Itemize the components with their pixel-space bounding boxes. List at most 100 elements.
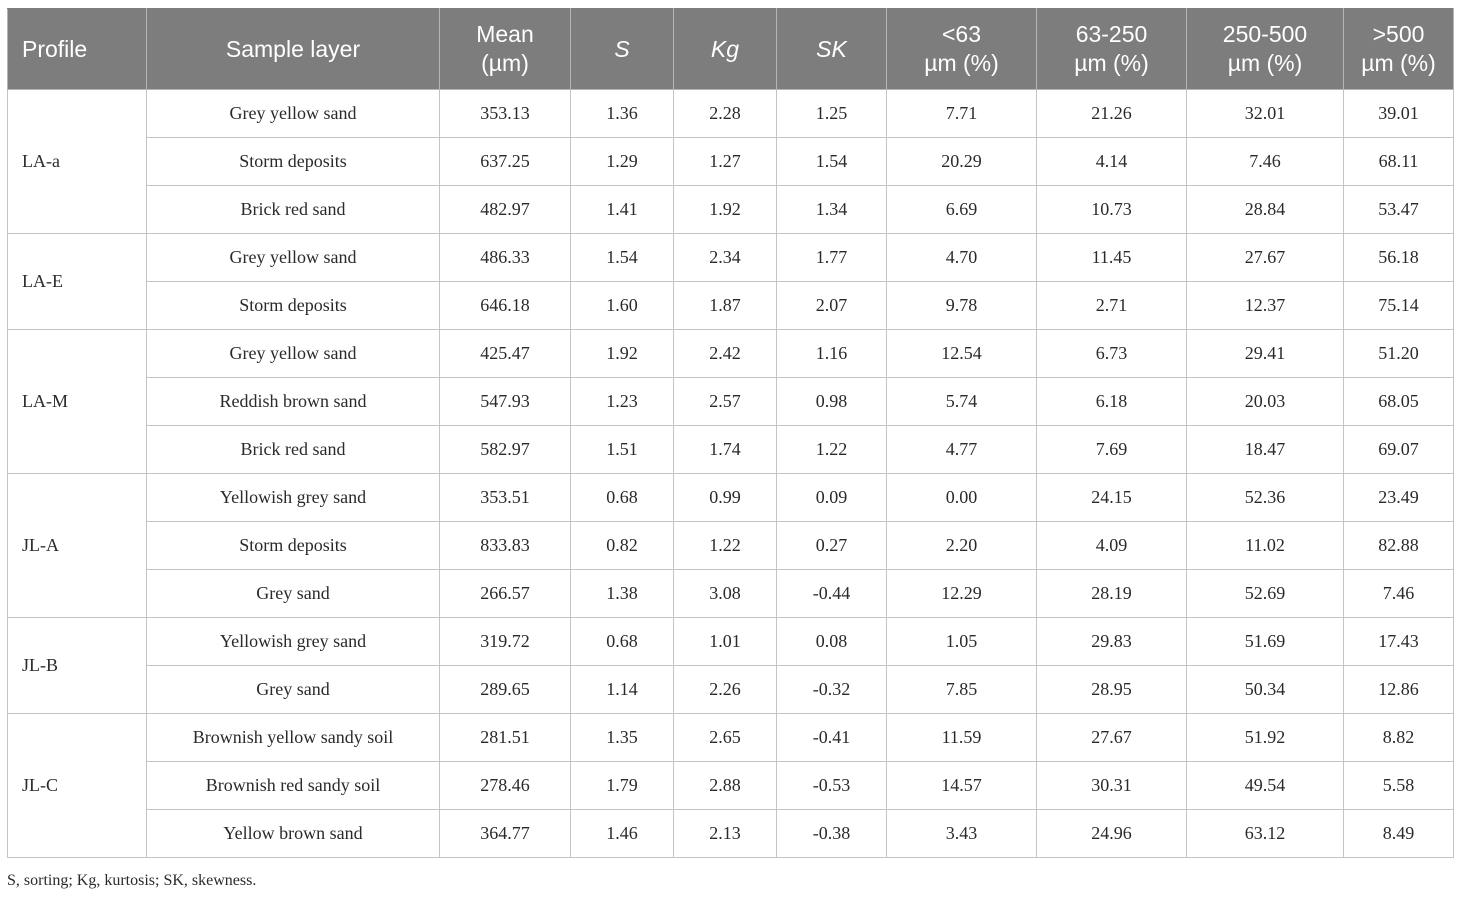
- column-header: Sample layer: [146, 8, 440, 90]
- value-cell: 266.57: [439, 569, 571, 618]
- value-cell: 6.69: [886, 185, 1037, 234]
- profile-cell: JL-B: [7, 617, 147, 714]
- value-cell: 1.60: [570, 281, 674, 330]
- column-header-label: 63-250: [1075, 21, 1148, 47]
- sample-layer-cell: Brownish red sandy soil: [146, 761, 440, 810]
- table-row: Brick red sand 482.97 1.41 1.92 1.34 6.69 10.7…: [8, 185, 1454, 234]
- value-cell: 6.73: [1036, 329, 1187, 378]
- sample-layer-cell: Yellow brown sand: [146, 809, 440, 858]
- value-cell: 11.02: [1186, 521, 1344, 570]
- sample-layer-cell: Storm deposits: [146, 521, 440, 570]
- value-cell: 4.70: [886, 233, 1037, 282]
- column-header-label: Profile: [22, 35, 88, 62]
- value-cell: 1.51: [570, 425, 674, 474]
- value-cell: 27.67: [1186, 233, 1344, 282]
- value-cell: 4.77: [886, 425, 1037, 474]
- value-cell: 7.46: [1186, 137, 1344, 186]
- data-table-container: Profile Sample layer Mean (µm) S Kg SK <63 µm (%…: [7, 8, 1454, 858]
- column-header: Mean (µm): [439, 8, 571, 90]
- column-header-unit: µm (%): [1227, 50, 1303, 76]
- value-cell: 1.87: [673, 281, 777, 330]
- column-header-label: >500: [1372, 21, 1425, 47]
- value-cell: 1.77: [776, 233, 887, 282]
- column-header-unit: µm (%): [1074, 50, 1149, 76]
- table-footnote: S, sorting; Kg, kurtosis; SK, skewness.: [7, 872, 257, 889]
- value-cell: 1.92: [673, 185, 777, 234]
- value-cell: 12.86: [1343, 665, 1454, 714]
- value-cell: 24.15: [1036, 473, 1187, 522]
- value-cell: 1.79: [570, 761, 674, 810]
- value-cell: 68.05: [1343, 377, 1454, 426]
- value-cell: 56.18: [1343, 233, 1454, 282]
- value-cell: 353.13: [439, 89, 571, 138]
- value-cell: 2.13: [673, 809, 777, 858]
- value-cell: 3.08: [673, 569, 777, 618]
- table-row: Brick red sand 582.97 1.51 1.74 1.22 4.77 7.69…: [8, 425, 1454, 474]
- table-row: Storm deposits 646.18 1.60 1.87 2.07 9.78 2.71…: [8, 281, 1454, 330]
- value-cell: 1.16: [776, 329, 887, 378]
- sample-layer-cell: Yellowish grey sand: [146, 473, 440, 522]
- value-cell: 4.09: [1036, 521, 1187, 570]
- value-cell: 2.42: [673, 329, 777, 378]
- value-cell: 2.26: [673, 665, 777, 714]
- value-cell: 28.84: [1186, 185, 1344, 234]
- column-header-label: Mean: [476, 21, 534, 47]
- value-cell: 7.85: [886, 665, 1037, 714]
- value-cell: -0.38: [776, 809, 887, 858]
- table-row: LA-a Grey yellow sand 353.13 1.36 2.28 1.25 7.…: [7, 89, 1454, 234]
- value-cell: 7.71: [886, 89, 1037, 138]
- sample-layer-cell: Grey sand: [146, 569, 440, 618]
- value-cell: -0.32: [776, 665, 887, 714]
- value-cell: 1.36: [570, 89, 674, 138]
- table-row: Grey sand 266.57 1.38 3.08 -0.44 12.29 28.19 52…: [8, 569, 1454, 618]
- value-cell: 1.14: [570, 665, 674, 714]
- value-cell: 28.19: [1036, 569, 1187, 618]
- table-row: Grey sand 289.65 1.14 2.26 -0.32 7.85 28.95 50.…: [8, 665, 1454, 714]
- value-cell: 63.12: [1186, 809, 1344, 858]
- table-row: JL-A Yellowish grey sand 353.51 0.68 0.99 0.0…: [7, 473, 1454, 618]
- value-cell: 6.18: [1036, 377, 1187, 426]
- table-body: LA-a Grey yellow sand 353.13 1.36 2.28 1.25 7.…: [7, 89, 1454, 858]
- value-cell: 0.98: [776, 377, 887, 426]
- sample-layer-cell: Grey sand: [146, 665, 440, 714]
- value-cell: 2.07: [776, 281, 887, 330]
- value-cell: 69.07: [1343, 425, 1454, 474]
- value-cell: 2.88: [673, 761, 777, 810]
- value-cell: 2.65: [673, 713, 777, 762]
- value-cell: 547.93: [439, 377, 571, 426]
- profile-cell: LA-E: [7, 233, 147, 330]
- grain-size-table: Profile Sample layer Mean (µm) S Kg SK <63 µm (%…: [7, 8, 1454, 858]
- table-row: Reddish brown sand 547.93 1.23 2.57 0.98 5.74…: [8, 377, 1454, 426]
- table-row: LA-E Grey yellow sand 486.33 1.54 2.34 1.77 4.…: [7, 233, 1454, 330]
- value-cell: 2.34: [673, 233, 777, 282]
- column-header-unit: µm (%): [1361, 50, 1436, 76]
- value-cell: 0.99: [673, 473, 777, 522]
- column-header: <63 µm (%): [886, 8, 1037, 90]
- value-cell: 482.97: [439, 185, 571, 234]
- value-cell: 2.57: [673, 377, 777, 426]
- value-cell: 1.74: [673, 425, 777, 474]
- sample-layer-cell: Grey yellow sand: [146, 329, 440, 378]
- table-row: Yellow brown sand 364.77 1.46 2.13 -0.38 3.43…: [8, 809, 1454, 858]
- value-cell: 1.22: [776, 425, 887, 474]
- value-cell: 11.45: [1036, 233, 1187, 282]
- value-cell: 833.83: [439, 521, 571, 570]
- column-header-label: <63: [941, 21, 981, 47]
- sample-layer-cell: Grey yellow sand: [146, 89, 440, 138]
- column-header: Profile: [7, 8, 147, 90]
- table-row: LA-M Grey yellow sand 425.47 1.92 2.42 1.16 12…: [7, 329, 1454, 474]
- sample-layer-cell: Brownish yellow sandy soil: [146, 713, 440, 762]
- value-cell: 5.58: [1343, 761, 1454, 810]
- value-cell: 582.97: [439, 425, 571, 474]
- value-cell: 0.08: [776, 617, 887, 666]
- value-cell: 289.65: [439, 665, 571, 714]
- column-header: SK: [776, 8, 887, 90]
- column-header-label: S: [614, 35, 630, 62]
- value-cell: 20.29: [886, 137, 1037, 186]
- value-cell: 1.54: [570, 233, 674, 282]
- value-cell: 12.54: [886, 329, 1037, 378]
- value-cell: -0.53: [776, 761, 887, 810]
- value-cell: 0.82: [570, 521, 674, 570]
- value-cell: 1.46: [570, 809, 674, 858]
- sample-layer-cell: Brick red sand: [146, 185, 440, 234]
